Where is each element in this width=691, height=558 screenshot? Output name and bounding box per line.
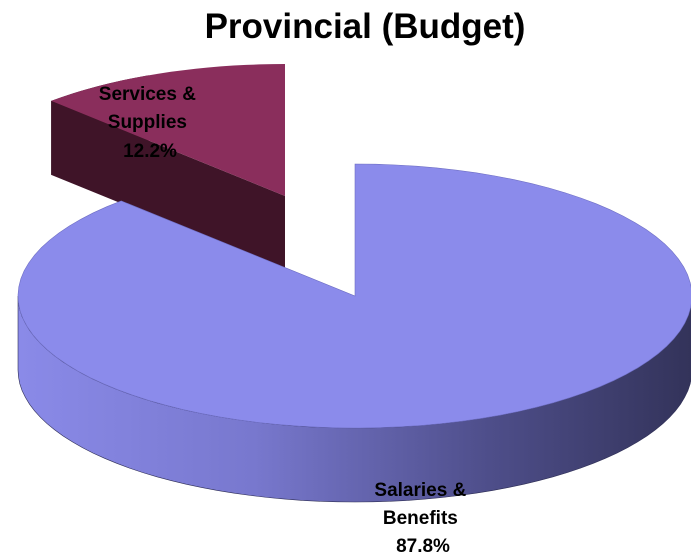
slice-salaries-top <box>17 163 691 429</box>
label-salaries-line-1: Salaries & <box>374 480 466 501</box>
label-services-supplies: Services & Supplies 12.2% <box>99 84 201 162</box>
slice-services-top <box>51 64 286 196</box>
pie-slice-services-supplies <box>51 64 286 271</box>
label-services-value: 12.2% <box>123 141 177 162</box>
label-salaries-line-2: Benefits <box>383 508 458 529</box>
label-services-line-1: Services & <box>99 84 196 105</box>
chart-title: Provincial (Budget) <box>205 7 526 46</box>
pie-slice-salaries-benefits <box>17 163 691 503</box>
label-services-line-2: Supplies <box>108 112 187 133</box>
label-salaries-value: 87.8% <box>396 536 450 557</box>
label-salaries-benefits: Salaries & Benefits 87.8% <box>374 480 471 557</box>
slice-services-side-cut <box>51 100 286 271</box>
